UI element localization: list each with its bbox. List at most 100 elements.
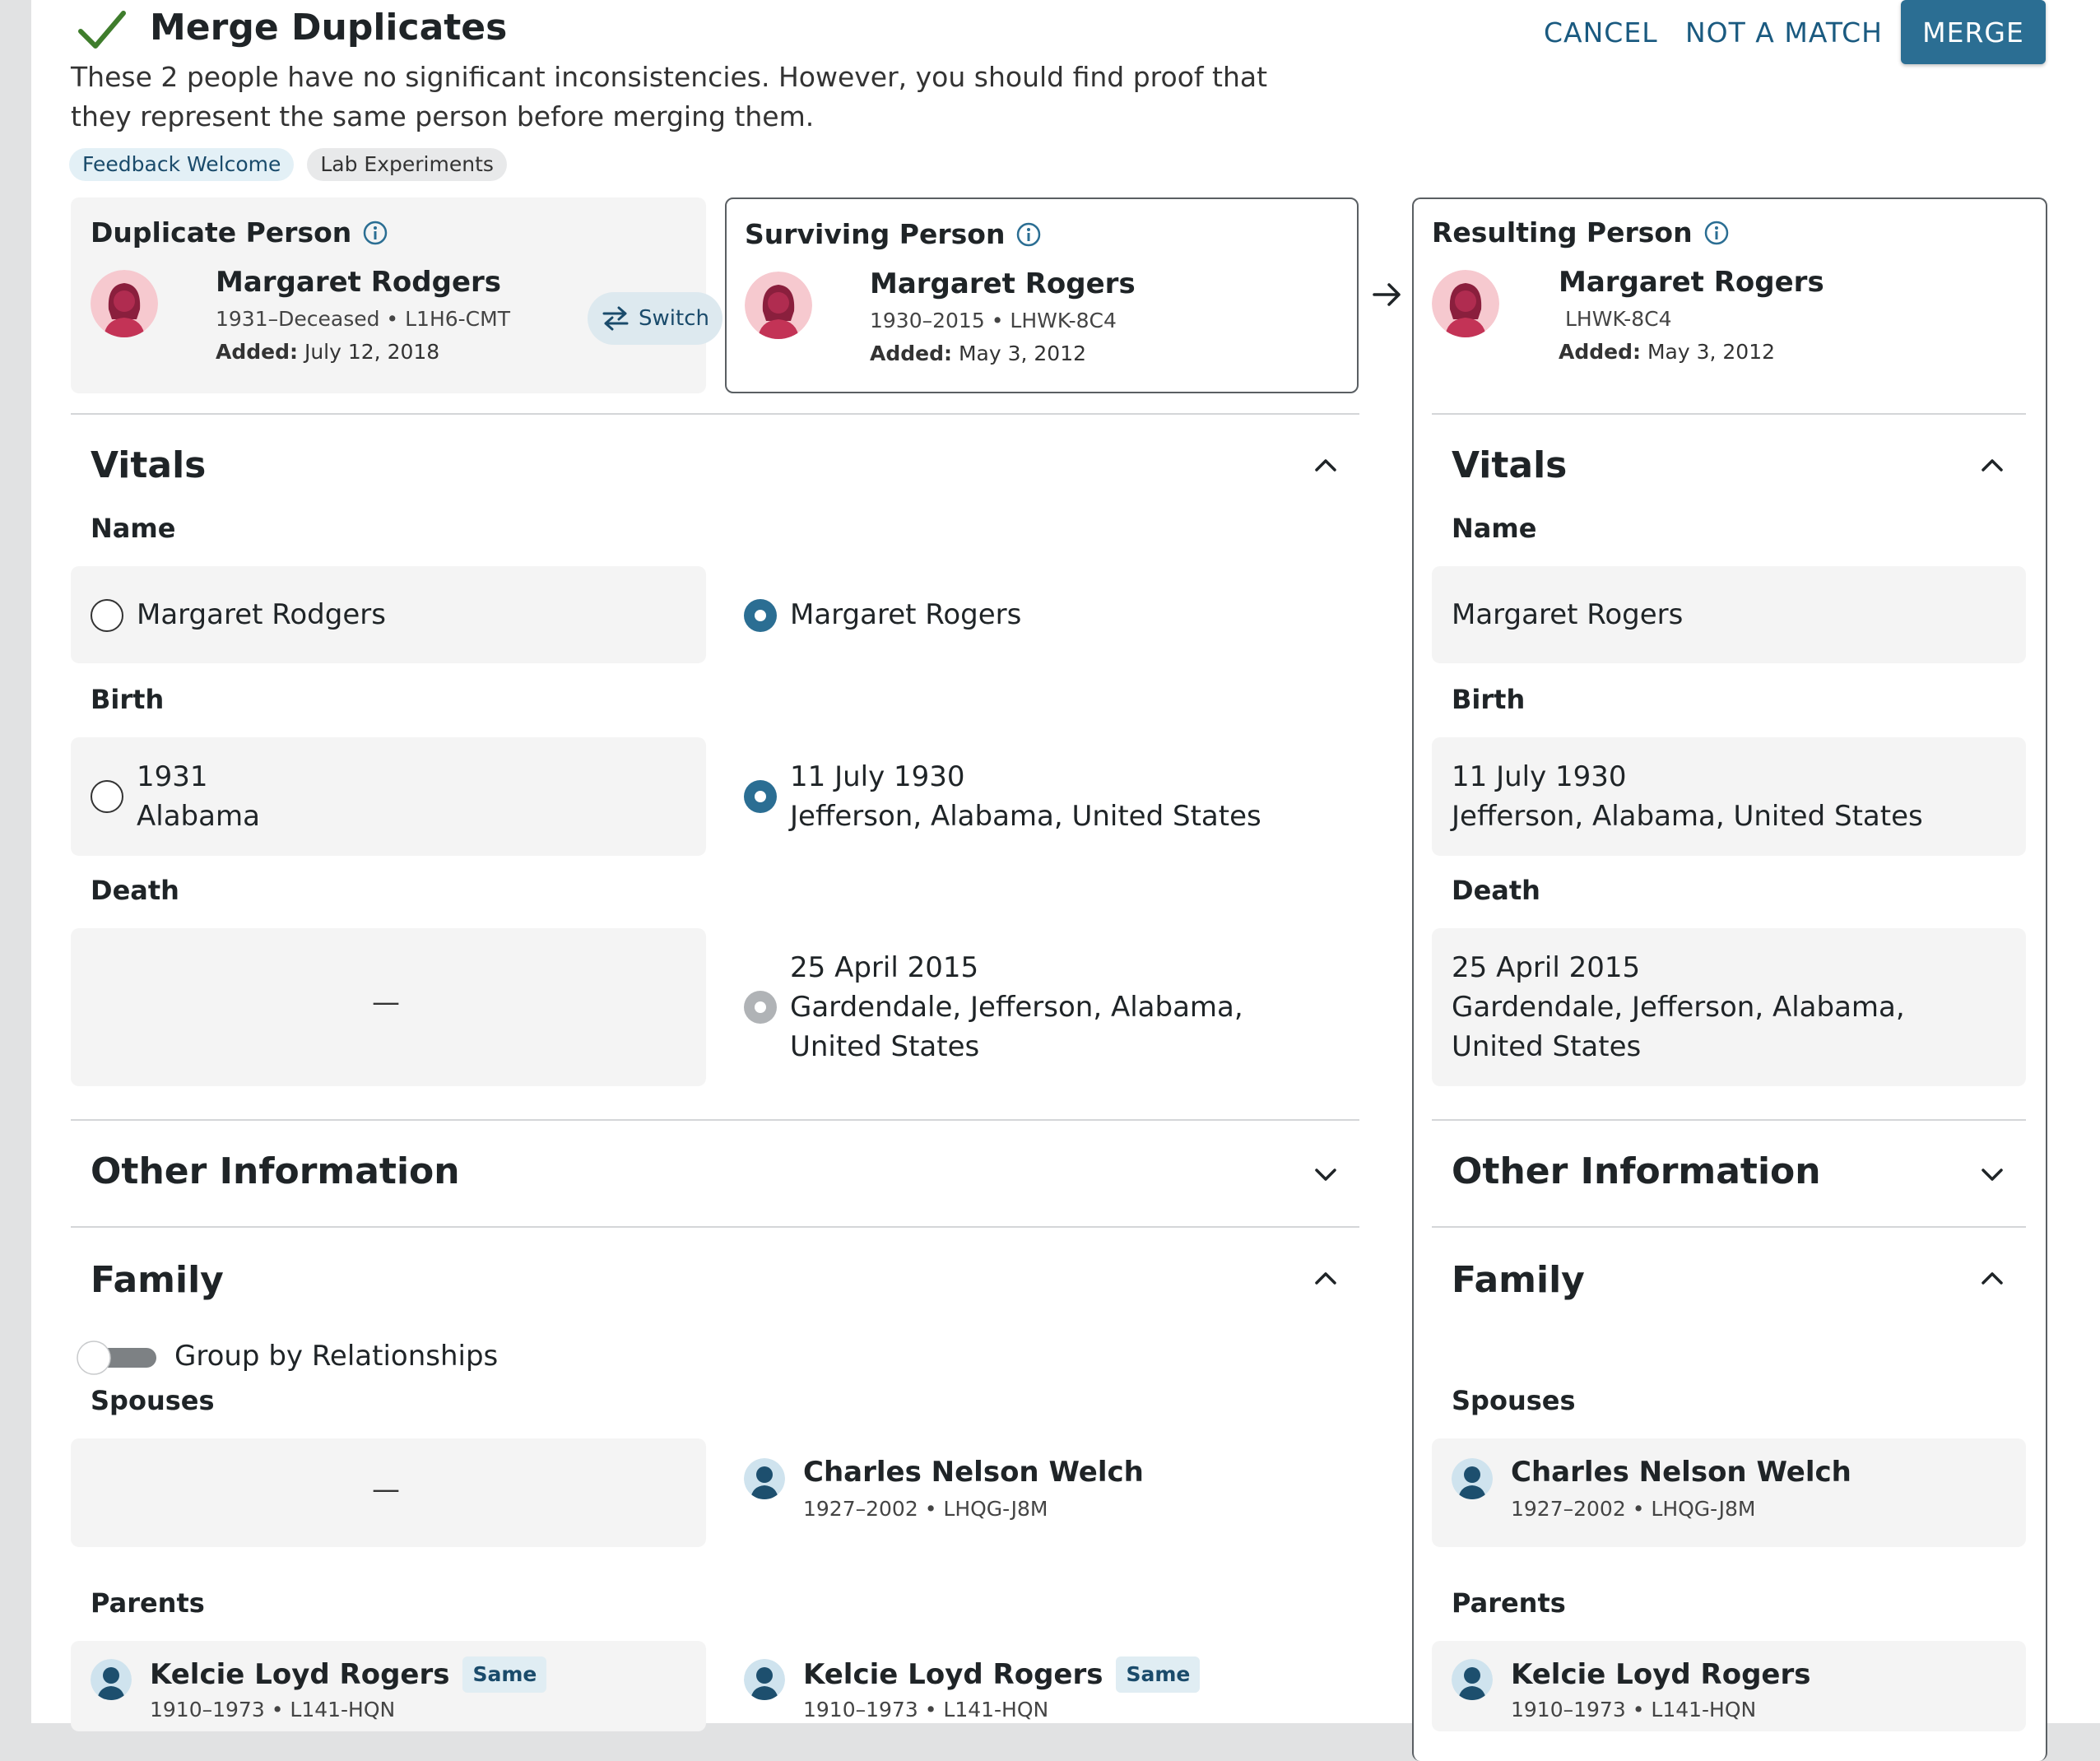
group-by-relationships-toggle[interactable] — [71, 1340, 161, 1376]
info-icon[interactable] — [363, 221, 388, 245]
radio-duplicate-birth[interactable] — [91, 780, 123, 813]
cancel-button[interactable]: CANCEL — [1544, 16, 1658, 49]
duplicate-person-name[interactable]: Margaret Rodgers — [216, 266, 502, 299]
duplicate-spouse-box — [71, 1438, 706, 1547]
same-badge: Same — [1116, 1656, 1201, 1693]
female-avatar-icon — [91, 270, 158, 337]
death-label: Death — [1452, 875, 1540, 906]
duplicate-parent-row: Kelcie Loyd Rogers Same — [150, 1656, 547, 1694]
feedback-welcome-tag[interactable]: Feedback Welcome — [69, 148, 295, 181]
other-information-heading[interactable]: Other Information — [91, 1150, 460, 1192]
surviving-added: Added: May 3, 2012 — [870, 342, 1087, 365]
male-avatar-icon — [1452, 1458, 1493, 1499]
resulting-added: Added: May 3, 2012 — [1559, 340, 1776, 364]
page-title: Merge Duplicates — [150, 7, 508, 49]
surviving-parent-meta: 1910–1973 • L141-HQN — [803, 1698, 1049, 1722]
parents-label: Parents — [91, 1587, 205, 1619]
surviving-spouse-name[interactable]: Charles Nelson Welch — [803, 1456, 1144, 1489]
chevron-down-icon[interactable] — [1312, 1160, 1340, 1188]
swap-arrows-icon — [602, 306, 629, 331]
death-label: Death — [91, 875, 179, 906]
merge-duplicates-page: Merge Duplicates These 2 people have no … — [31, 0, 2100, 1761]
male-avatar-icon — [91, 1659, 132, 1700]
resulting-person-heading: Resulting Person — [1432, 214, 1729, 252]
switch-button[interactable]: Switch — [588, 292, 722, 345]
checkmark-icon — [78, 11, 126, 49]
radio-surviving-birth[interactable] — [744, 780, 777, 813]
duplicate-person-card: Duplicate Person Margaret Rodgers 1931–D… — [71, 197, 722, 393]
resulting-parent-box — [1432, 1641, 2026, 1731]
duplicate-person-heading: Duplicate Person — [91, 214, 388, 252]
male-avatar-icon — [744, 1659, 785, 1700]
vitals-heading: Vitals — [1452, 444, 1568, 486]
resulting-parent-meta: 1910–1973 • L141-HQN — [1511, 1698, 1757, 1722]
chevron-up-icon[interactable] — [1312, 451, 1340, 479]
duplicate-name-value: Margaret Rodgers — [137, 598, 386, 631]
chevron-up-icon[interactable] — [1978, 1264, 2006, 1292]
spouses-label: Spouses — [1452, 1385, 1576, 1416]
divider — [1432, 1226, 2026, 1228]
radio-duplicate-name[interactable] — [91, 599, 123, 632]
duplicate-name-option[interactable] — [71, 566, 706, 663]
duplicate-parent-box — [71, 1641, 706, 1731]
duplicate-death-box — [71, 928, 706, 1086]
birth-label: Birth — [91, 684, 165, 715]
resulting-person-name[interactable]: Margaret Rogers — [1559, 266, 1824, 299]
other-information-heading[interactable]: Other Information — [1452, 1150, 1821, 1192]
divider — [71, 1226, 1359, 1228]
surviving-parent-name[interactable]: Kelcie Loyd Rogers — [803, 1658, 1103, 1691]
resulting-death-value: 25 April 2015 Gardendale, Jefferson, Alab… — [1452, 951, 1905, 1063]
duplicate-birth-option[interactable] — [71, 737, 706, 856]
resulting-name-value: Margaret Rogers — [1452, 598, 1684, 631]
surviving-name-value: Margaret Rogers — [790, 598, 1022, 631]
family-heading: Family — [91, 1259, 224, 1301]
name-label: Name — [1452, 513, 1537, 544]
divider — [71, 1119, 1359, 1121]
info-icon[interactable] — [1016, 222, 1041, 247]
resulting-parent-name[interactable]: Kelcie Loyd Rogers — [1511, 1658, 1811, 1691]
family-heading: Family — [1452, 1259, 1585, 1301]
empty-value: — — [372, 1473, 400, 1506]
surviving-person-name[interactable]: Margaret Rogers — [870, 267, 1136, 300]
duplicate-parent-name[interactable]: Kelcie Loyd Rogers — [150, 1658, 450, 1691]
resulting-spouse-name[interactable]: Charles Nelson Welch — [1511, 1456, 1851, 1489]
male-avatar-icon — [1452, 1659, 1493, 1700]
surviving-parent-row: Kelcie Loyd Rogers Same — [803, 1656, 1201, 1694]
resulting-spouse-meta: 1927–2002 • LHQG-J8M — [1511, 1497, 1756, 1521]
male-avatar-icon — [744, 1458, 785, 1499]
chevron-down-icon[interactable] — [1978, 1160, 2006, 1188]
duplicate-added: Added: July 12, 2018 — [216, 340, 440, 364]
tag-row: Feedback Welcome Lab Experiments — [69, 148, 507, 181]
divider — [1432, 413, 2026, 415]
spouses-label: Spouses — [91, 1385, 215, 1416]
resulting-death-box — [1432, 928, 2026, 1086]
surviving-person-card: Surviving Person Margaret Rogers 1930–20… — [725, 197, 1359, 393]
surviving-spouse-meta: 1927–2002 • LHQG-J8M — [803, 1497, 1048, 1521]
divider — [71, 413, 1359, 415]
not-a-match-button[interactable]: NOT A MATCH — [1685, 16, 1883, 49]
surviving-death-value: 25 April 2015 Gardendale, Jefferson, Alab… — [790, 951, 1243, 1063]
resulting-birth-value: 11 July 1930 Jefferson, Alabama, United S… — [1452, 760, 1923, 833]
info-icon[interactable] — [1704, 221, 1729, 245]
group-by-relationships-label: Group by Relationships — [174, 1340, 499, 1373]
female-avatar-icon — [745, 272, 812, 339]
resulting-spouse-box — [1432, 1438, 2026, 1547]
radio-surviving-name[interactable] — [744, 599, 777, 632]
name-label: Name — [91, 513, 176, 544]
surviving-birth-value: 11 July 1930 Jefferson, Alabama, United S… — [790, 760, 1261, 833]
surviving-person-heading: Surviving Person — [745, 216, 1041, 253]
empty-value: — — [372, 986, 400, 1019]
lab-experiments-tag[interactable]: Lab Experiments — [307, 148, 507, 181]
radio-surviving-death — [744, 991, 777, 1024]
merge-description: These 2 people have no significant incon… — [71, 61, 1268, 132]
divider — [1432, 1119, 2026, 1121]
duplicate-person-meta: 1931–Deceased • L1H6-CMT — [216, 307, 510, 331]
vitals-heading: Vitals — [91, 444, 207, 486]
surviving-person-meta: 1930–2015 • LHWK-8C4 — [870, 309, 1117, 332]
merge-button[interactable]: MERGE — [1901, 0, 2046, 64]
resulting-birth-box — [1432, 737, 2026, 856]
resulting-name-box — [1432, 566, 2026, 663]
chevron-up-icon[interactable] — [1312, 1264, 1340, 1292]
chevron-up-icon[interactable] — [1978, 451, 2006, 479]
duplicate-parent-meta: 1910–1973 • L141-HQN — [150, 1698, 396, 1722]
